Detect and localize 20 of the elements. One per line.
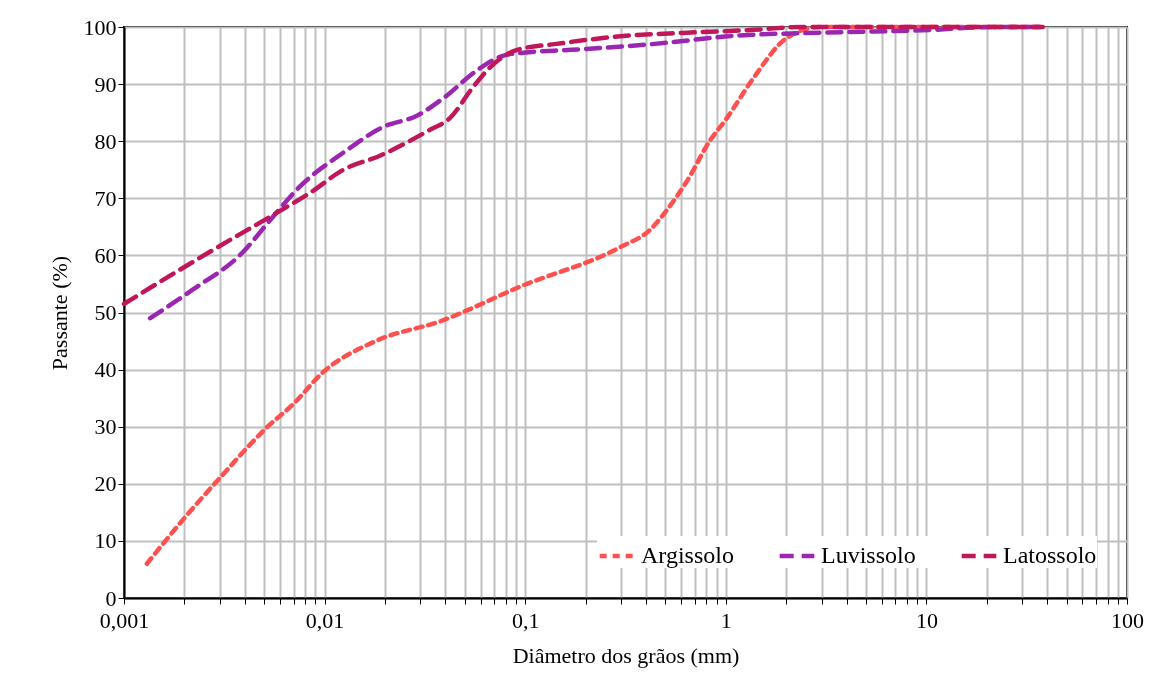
y-tick-label: 80 bbox=[94, 128, 117, 154]
y-tick-label: 70 bbox=[94, 185, 117, 211]
y-tick-label: 40 bbox=[94, 357, 117, 383]
y-tick-label: 60 bbox=[94, 242, 117, 268]
y-tick-label: 100 bbox=[83, 14, 117, 40]
y-tick-label: 30 bbox=[94, 414, 117, 440]
x-tick-label: 100 bbox=[1111, 607, 1144, 633]
legend-label: Luvissolo bbox=[821, 542, 916, 568]
y-tick-label: 90 bbox=[94, 71, 117, 97]
x-tick-label: 1 bbox=[720, 607, 732, 633]
y-axis-title: Passante (%) bbox=[46, 255, 72, 371]
x-axis-title: Diâmetro dos grãos (mm) bbox=[512, 642, 740, 668]
legend-label: Latossolo bbox=[1003, 542, 1097, 568]
x-tick-label: 0,01 bbox=[305, 607, 345, 633]
y-tick-label: 20 bbox=[94, 471, 117, 497]
x-tick-label: 0,1 bbox=[511, 607, 540, 633]
y-tick-label: 10 bbox=[94, 528, 117, 554]
y-tick-label: 50 bbox=[94, 300, 117, 325]
x-tick-label: 10 bbox=[915, 607, 938, 633]
legend-label: Argissolo bbox=[641, 542, 734, 568]
